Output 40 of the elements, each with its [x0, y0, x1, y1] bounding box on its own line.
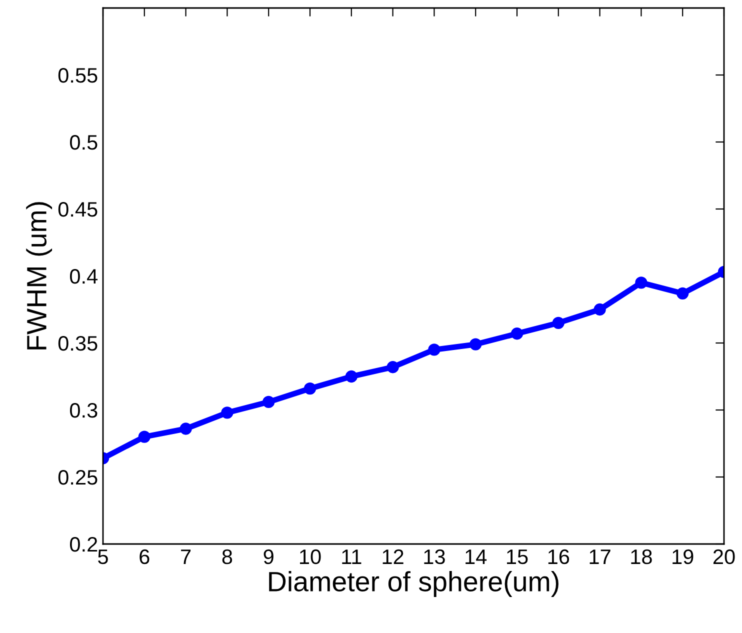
x-tick-label: 11 [342, 550, 362, 564]
x-tick-label: 16 [548, 549, 570, 564]
point [221, 406, 234, 419]
point [180, 422, 192, 435]
point [304, 382, 316, 395]
y-tick-label: 0.35 [58, 336, 98, 351]
y-axis-title: FWHM (um) [26, 202, 52, 350]
y-tick-label: 0.45 [58, 202, 98, 217]
y-tick-label: 0.4 [70, 269, 98, 284]
point [345, 370, 358, 383]
x-tick-label: 9 [264, 549, 274, 564]
point [552, 316, 564, 329]
point [428, 344, 440, 356]
point [676, 287, 689, 300]
x-tick-label: 17 [590, 550, 610, 564]
x-axis-title: Diameter of sphere(um) [269, 571, 558, 597]
x-tick-label: 8 [222, 549, 232, 564]
y-tick-label: 0.3 [70, 403, 98, 418]
x-tick-label: 10 [300, 549, 321, 564]
y-tick-label: 0.55 [58, 68, 98, 83]
x-tick-label: 12 [382, 549, 404, 564]
point [138, 430, 150, 443]
x-tick-label: 5 [98, 550, 108, 564]
y-tick-label: 0.5 [70, 135, 98, 150]
point [510, 328, 524, 340]
x-tick-label: 7 [181, 550, 191, 564]
point [635, 276, 648, 289]
x-tick-label: 18 [631, 549, 652, 564]
point [386, 361, 399, 374]
x-tick-label: 13 [424, 549, 445, 564]
x-tick-label: 14 [466, 550, 487, 564]
y-tick-label: 0.2 [70, 537, 98, 552]
point [470, 338, 482, 350]
x-tick-label: 6 [140, 549, 150, 564]
x-tick-label: 20 [713, 549, 735, 564]
x-tick-label: 15 [507, 550, 528, 564]
y-tick-label: 0.25 [58, 470, 98, 485]
point [262, 396, 275, 408]
x-tick-label: 19 [672, 549, 694, 564]
point [594, 303, 606, 316]
